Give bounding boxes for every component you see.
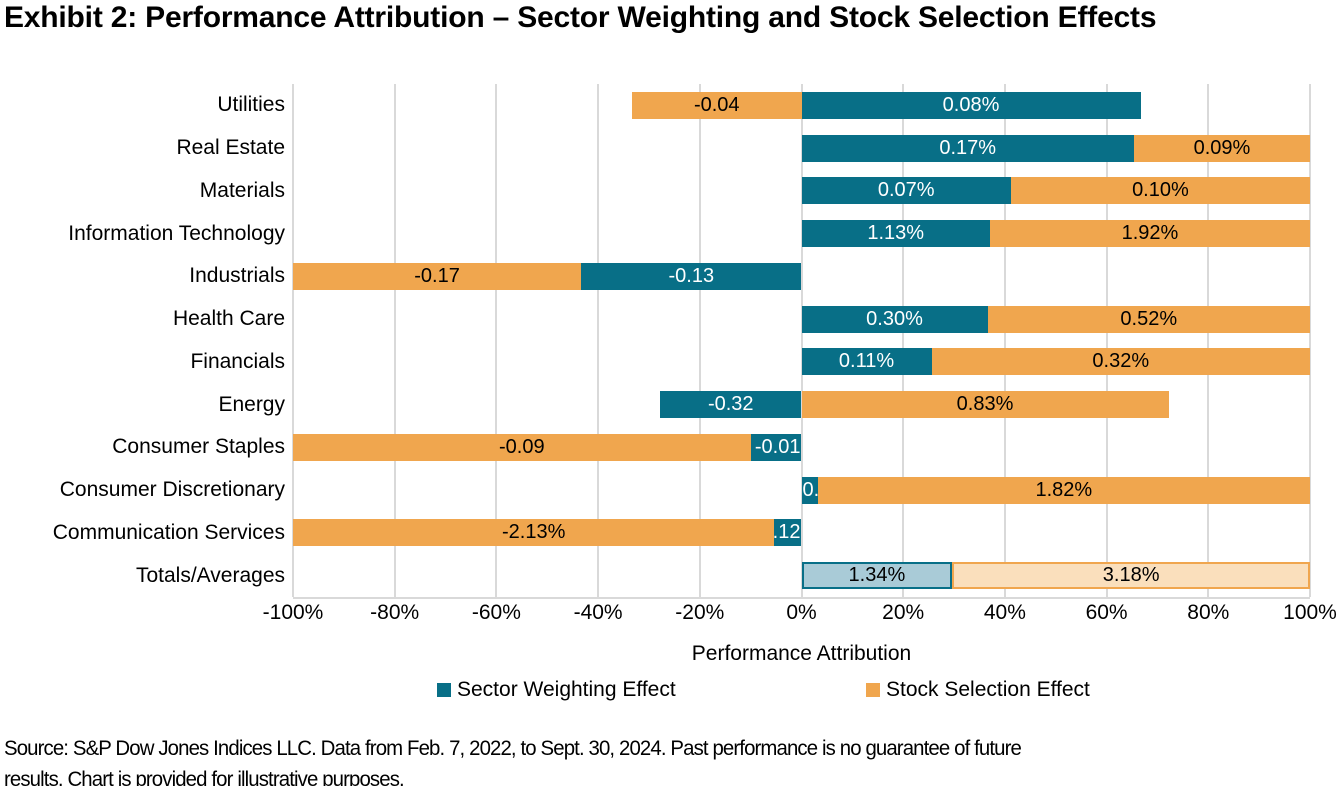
plot-area: 0.08% -0.04 0.17% 0.09% 0.07% 0.10% 1.13% 1.92%… — [292, 84, 1311, 599]
bar-value-label: 1.92% — [1121, 222, 1179, 245]
bar-value-label: -0.01 — [754, 435, 801, 458]
bar-value-label: -0.13 — [668, 264, 715, 287]
x-tick-label: 20% — [882, 601, 925, 624]
bar-segment-sector-weighting: 0.06% — [801, 476, 859, 504]
x-tick-label: 40% — [983, 601, 1026, 624]
bar-value-label: -0.32 — [707, 393, 754, 416]
bar-value-label: 0.07% — [877, 179, 935, 202]
category-label: Real Estate — [176, 136, 285, 160]
bar-segment-stock-selection: 1.82% — [817, 476, 1310, 504]
category-label: Consumer Discretionary — [59, 478, 285, 502]
x-tick-label: 0% — [786, 601, 817, 624]
bar-value-label: 0.17% — [939, 136, 997, 159]
bar-value-label: -2.13% — [502, 521, 566, 544]
stock-selection-swatch-icon — [866, 683, 880, 697]
bar-segment-sector-weighting: -0.32 — [660, 391, 802, 419]
category-label: Utilities — [217, 93, 285, 117]
bar-value-label: 0.09% — [1193, 136, 1251, 159]
legend-label-stock-selection: Stock Selection Effect — [886, 678, 1090, 701]
bar-value-label: 0.08% — [942, 93, 1000, 116]
x-tick-label: 80% — [1187, 601, 1230, 624]
legend-item-stock-selection: Stock Selection Effect — [866, 678, 1090, 702]
bar-segment-stock-selection: 0.10% — [1010, 177, 1310, 205]
bar-value-label: 0.30% — [866, 307, 923, 330]
bar-value-label: 0.32% — [1092, 350, 1150, 373]
bar-segment-stock-selection: -0.09 — [293, 433, 751, 461]
bar-value-label: -0.17 — [414, 264, 460, 287]
bar-value-label: -0.04 — [693, 93, 740, 116]
x-tick-label: -80% — [370, 601, 420, 624]
x-tick-label: 100% — [1283, 601, 1337, 624]
bar-value-label: 3.18% — [1102, 564, 1160, 587]
bar-value-label: 1.82% — [1035, 478, 1093, 501]
gridline — [902, 84, 905, 597]
x-axis-title: Performance Attribution — [691, 642, 912, 665]
bar-segment-stock-selection: 0.32% — [931, 348, 1310, 376]
x-tick-label: -20% — [675, 601, 725, 624]
gridline — [1207, 84, 1210, 597]
legend-label-sector-weighting: Sector Weighting Effect — [457, 678, 676, 701]
source-line-1: Source: S&P Dow Jones Indices LLC. Data … — [4, 737, 1022, 760]
bar-segment-stock-selection: 0.83% — [801, 391, 1169, 419]
x-tick-label: -40% — [573, 601, 623, 624]
gridline — [393, 84, 396, 597]
source-note: Source: S&P Dow Jones Indices LLC. Data … — [4, 733, 1338, 786]
bar-segment-sector-weighting: 0.08% — [801, 91, 1141, 119]
bar-value-label: 1.34% — [848, 564, 906, 587]
legend-item-sector-weighting: Sector Weighting Effect — [437, 678, 676, 702]
gridline — [292, 84, 294, 597]
bar-segment-stock-selection: 1.92% — [989, 220, 1310, 248]
bar-segment-sector-weighting: 1.13% — [801, 220, 990, 248]
x-tick-label: 60% — [1085, 601, 1128, 624]
bar-segment-stock-selection: 0.09% — [1133, 134, 1310, 162]
bar-segment-sector-weighting: -0.13 — [581, 262, 802, 290]
bar-value-label: 0.10% — [1132, 179, 1189, 202]
category-label: Communication Services — [52, 520, 285, 544]
bar-segment-sector-weighting: 0.11% — [801, 348, 932, 376]
gridline — [597, 84, 600, 597]
bar-segment-stock-selection: 0.52% — [987, 305, 1310, 333]
bar-value-label: -0.09 — [499, 435, 545, 458]
gridline — [495, 84, 498, 597]
bar-value-label: 1.13% — [867, 222, 925, 245]
bar-segment-sector-weighting: 0.07% — [801, 177, 1011, 205]
gridline — [1309, 84, 1311, 597]
category-label: Industrials — [189, 264, 285, 288]
gridline — [698, 84, 701, 597]
bar-segment-stock-selection: 3.18% — [952, 562, 1310, 590]
x-tick-label: -60% — [471, 601, 521, 624]
bar-segment-stock-selection: -0.04 — [632, 91, 802, 119]
bar-value-label: 0.11% — [838, 350, 895, 373]
chart-title: Exhibit 2: Performance Attribution – Sec… — [4, 1, 1157, 34]
bar-segment-stock-selection: -2.13% — [293, 519, 775, 547]
bar-value-label: 0.52% — [1120, 307, 1178, 330]
category-label: Consumer Staples — [112, 435, 285, 459]
bar-segment-sector-weighting: -0.12 — [755, 519, 802, 547]
category-label: Information Technology — [68, 221, 285, 245]
bar-value-label: 0.83% — [956, 393, 1014, 416]
x-axis-ticks: -100% -80% -60% -40% -20% 0% 20% 40% 60% 80% 100% — [263, 601, 1337, 627]
category-axis: Utilities Real Estate Materials Information… — [0, 84, 285, 597]
category-label: Totals/Averages — [135, 563, 285, 587]
bar-segment-stock-selection: -0.17 — [293, 262, 582, 290]
gridline — [1003, 84, 1006, 597]
category-label: Health Care — [172, 307, 285, 331]
bar-segment-sector-weighting: 0.30% — [801, 305, 988, 333]
gridline — [1105, 84, 1108, 597]
x-tick-label: -100% — [262, 601, 324, 624]
bar-segment-sector-weighting: 0.17% — [801, 134, 1134, 162]
bar-segment-sector-weighting: -0.01 — [750, 433, 802, 461]
gridline — [800, 84, 803, 597]
category-label: Energy — [218, 392, 285, 416]
category-label: Materials — [199, 178, 285, 202]
bar-segment-sector-weighting: 1.34% — [801, 562, 953, 590]
source-line-2: results. Chart is provided for illustrat… — [4, 768, 405, 786]
category-label: Financials — [190, 349, 285, 373]
sector-weighting-swatch-icon — [437, 683, 451, 697]
